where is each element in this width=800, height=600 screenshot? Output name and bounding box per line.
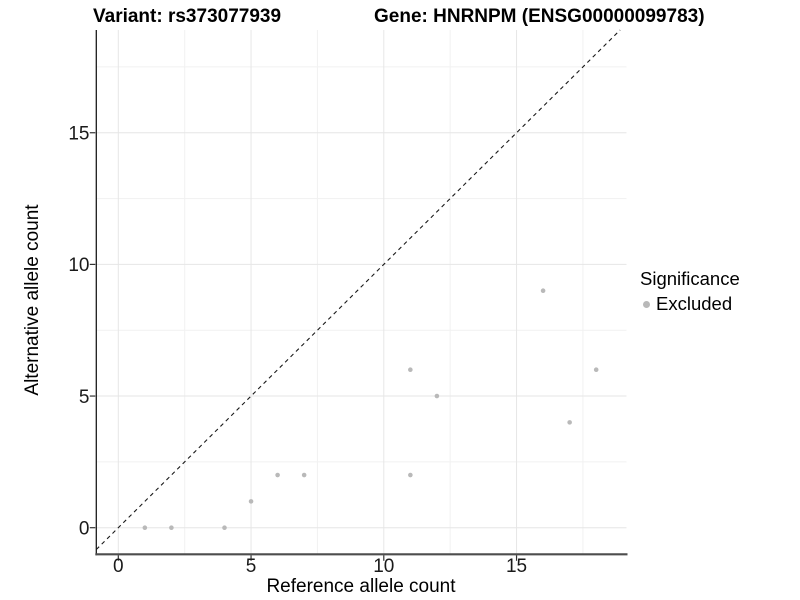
x-tick-label: 15 <box>506 556 527 577</box>
legend-key-dot <box>643 300 650 308</box>
y-tick-label: 15 <box>68 123 89 144</box>
legend: Significance Excluded <box>640 268 740 315</box>
data-point <box>275 472 280 478</box>
data-point <box>593 367 599 373</box>
gene-title: Gene: HNRNPM (ENSG00000099783) <box>374 6 705 27</box>
variant-title: Variant: rs373077939 <box>93 6 282 27</box>
data-point <box>540 288 546 294</box>
legend-item-label: Excluded <box>656 293 733 314</box>
data-point <box>142 525 148 530</box>
y-tick-label: 0 <box>79 518 90 539</box>
x-tick-label: 5 <box>246 556 257 577</box>
data-point <box>222 525 227 530</box>
x-axis-title: Reference allele count <box>266 576 456 597</box>
legend-title: Significance <box>640 268 740 289</box>
data-point <box>169 525 174 530</box>
data-point <box>434 393 440 399</box>
data-point <box>301 472 307 478</box>
data-point <box>567 420 572 425</box>
x-tick-label: 10 <box>373 556 394 577</box>
data-point <box>248 499 254 504</box>
data-point <box>408 472 413 478</box>
data-point <box>408 367 413 373</box>
x-tick-label: 0 <box>113 556 124 577</box>
identity-line <box>95 29 621 550</box>
y-axis-title: Alternative allele count <box>22 204 43 396</box>
y-tick-label: 10 <box>68 255 89 276</box>
y-tick-label: 5 <box>79 387 90 408</box>
legend-item: Excluded <box>643 293 740 315</box>
